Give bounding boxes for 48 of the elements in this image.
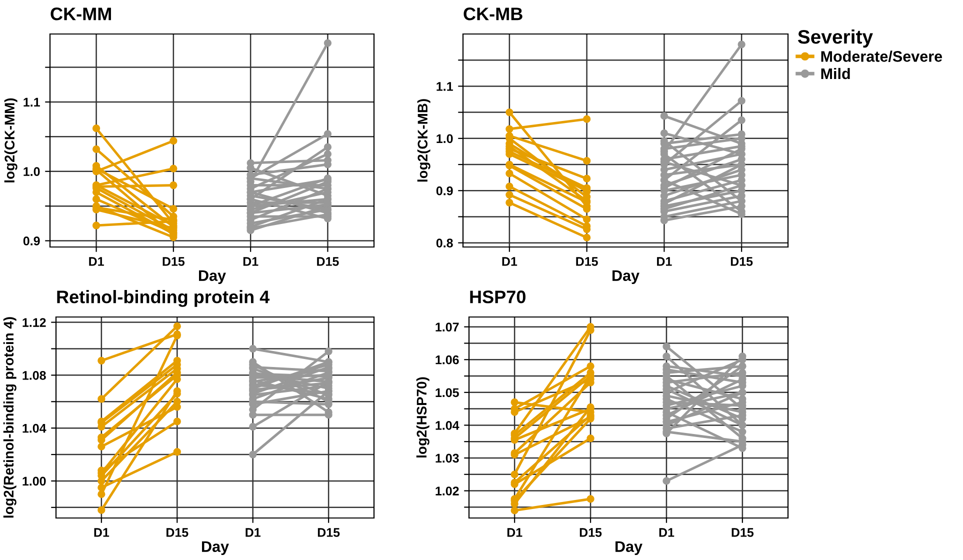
x-tick-label: D1: [243, 257, 258, 266]
y-tick-label: 1.03: [436, 454, 459, 463]
y-tick-label: 0.9: [436, 186, 453, 196]
x-axis-title: Day: [612, 270, 640, 284]
x-tick-label: D1: [502, 257, 518, 266]
y-axis-title: log2(HSP70): [416, 377, 430, 458]
y-tick-label: 1.06: [436, 355, 459, 364]
y-tick-label: 1.0: [24, 167, 40, 176]
y-tick-label: 1.04: [436, 421, 460, 430]
y-tick-label: 1.1: [436, 82, 453, 91]
y-tick-label: 0.8: [436, 238, 453, 248]
chart-title: HSP70: [470, 290, 526, 304]
legend-label: Mild: [821, 68, 850, 80]
x-axis-title: Day: [199, 270, 226, 284]
x-axis-title: Day: [616, 541, 642, 556]
y-tick-label: 1.00: [22, 476, 46, 486]
x-axis-title: Day: [202, 541, 229, 556]
x-tick-label: D1: [94, 528, 110, 537]
chart-title: Retinol-binding protein 4: [57, 290, 270, 307]
x-tick-label: D1: [89, 257, 104, 266]
x-tick-label: D15: [730, 257, 753, 266]
y-tick-label: 1.12: [22, 318, 46, 327]
x-tick-label: D1: [507, 528, 522, 537]
x-tick-label: D15: [162, 257, 185, 266]
x-tick-label: D15: [732, 528, 754, 537]
x-tick-label: D15: [317, 257, 339, 266]
y-tick-label: 1.04: [22, 424, 46, 433]
x-tick-label: D15: [576, 257, 598, 266]
y-tick-label: 1.0: [436, 134, 453, 144]
y-axis-title: log2(CK-MM): [4, 98, 18, 182]
legend-title: Severity: [798, 29, 873, 48]
x-tick-label: D1: [657, 257, 672, 266]
y-tick-label: 0.9: [23, 236, 40, 246]
y-axis-title: log2(Retinol-binding protein 4): [3, 317, 16, 518]
y-axis-title: log2(CK-MB): [417, 99, 430, 182]
legend-label: Moderate/Severe: [821, 50, 942, 62]
chart-title: CK-MM: [50, 8, 111, 20]
y-tick-label: 1.05: [436, 388, 459, 398]
y-tick-label: 1.08: [22, 370, 46, 380]
x-tick-label: D15: [318, 528, 340, 537]
x-tick-label: D15: [580, 528, 602, 537]
x-tick-label: D1: [246, 528, 260, 537]
y-tick-label: 1.07: [436, 322, 459, 332]
y-tick-label: 1.02: [436, 486, 459, 496]
chart-title: CK-MB: [464, 8, 522, 20]
x-tick-label: D15: [166, 528, 188, 537]
y-tick-label: 1.1: [24, 98, 40, 107]
x-tick-label: D1: [659, 528, 674, 537]
